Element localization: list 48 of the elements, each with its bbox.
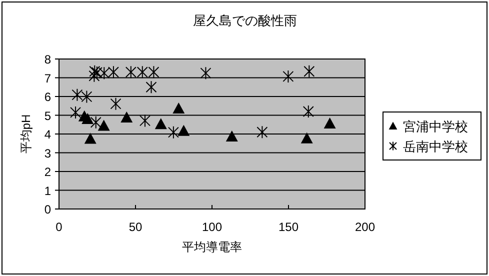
point [98, 66, 110, 80]
point [139, 114, 150, 128]
point [84, 132, 96, 144]
x-tick-label: 100 [202, 220, 222, 234]
y-tick-label: 8 [44, 52, 52, 66]
point [172, 102, 185, 114]
point [136, 66, 148, 79]
point [200, 66, 212, 80]
point [125, 66, 136, 79]
x-axis-title: 平均導電率 [182, 240, 242, 254]
point [168, 126, 179, 139]
point [154, 118, 167, 130]
point [110, 97, 122, 110]
x-tick-label: 0 [56, 220, 63, 234]
point [226, 130, 238, 142]
point [81, 90, 92, 104]
point [324, 118, 336, 128]
chart-title: 屋久島での酸性雨 [193, 13, 297, 28]
point [300, 132, 313, 144]
y-tick-label: 7 [44, 71, 52, 86]
legend-label: 岳南中学校 [403, 139, 468, 154]
point [256, 126, 268, 139]
point [282, 70, 294, 83]
y-tick-label: 4 [44, 128, 52, 142]
y-tick-label: 5 [44, 108, 52, 123]
point [70, 106, 82, 119]
y-tick-label: 0 [44, 202, 52, 216]
y-tick-label: 6 [44, 90, 52, 104]
point [108, 66, 119, 79]
point [90, 116, 102, 129]
legend-label: 宮浦中学校 [403, 119, 468, 134]
point [72, 88, 83, 102]
point [302, 105, 314, 118]
y-tick-label: 3 [44, 146, 52, 160]
point [304, 64, 315, 78]
point [88, 69, 100, 82]
x-tick-label: 150 [278, 220, 299, 234]
x-tick-label: 200 [354, 220, 376, 234]
y-tick-label: 1 [44, 184, 52, 198]
point [148, 66, 160, 79]
y-axis-title: 平均pH [19, 114, 33, 154]
x-tick-label: 50 [128, 220, 142, 234]
point [82, 113, 94, 124]
point [146, 80, 157, 94]
point [120, 112, 133, 122]
point [98, 120, 110, 131]
point [178, 124, 190, 136]
y-tick-label: 2 [44, 165, 52, 179]
